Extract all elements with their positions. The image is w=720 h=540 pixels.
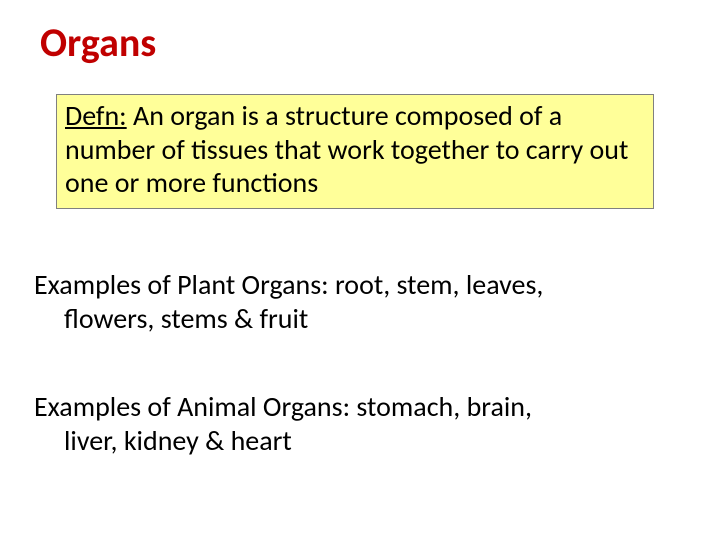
definition-label: Defn: [65,98,127,133]
plant-examples-line1: Examples of Plant Organs: root, stem, le… [34,268,674,302]
animal-examples-line2: liver, kidney & heart [34,424,674,458]
animal-examples: Examples of Animal Organs: stomach, brai… [34,390,674,457]
plant-examples-line2: flowers, stems & fruit [34,302,674,336]
slide-title: Organs [40,18,156,67]
animal-examples-line1: Examples of Animal Organs: stomach, brai… [34,390,674,424]
definition-box: Defn: An organ is a structure composed o… [56,94,654,209]
plant-examples: Examples of Plant Organs: root, stem, le… [34,268,674,335]
slide: Organs Defn: An organ is a structure com… [0,0,720,540]
definition-text: An organ is a structure composed of a nu… [65,98,628,200]
